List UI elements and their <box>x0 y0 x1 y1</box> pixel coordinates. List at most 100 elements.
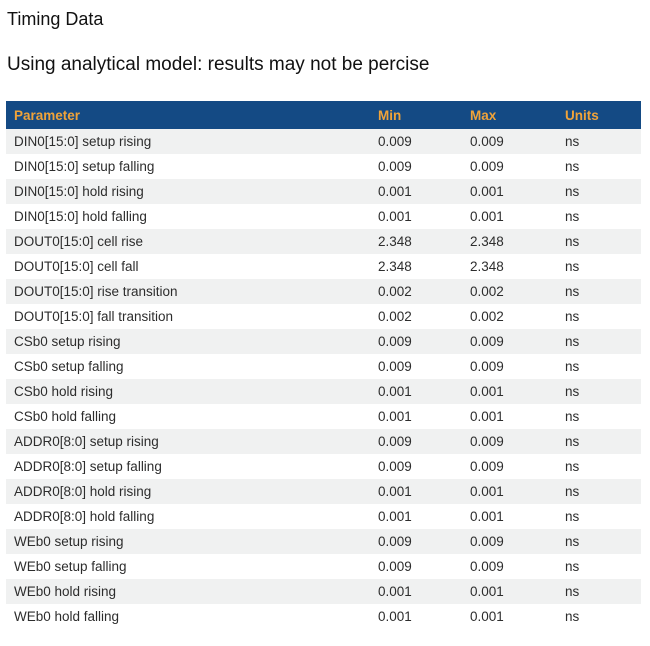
cell-parameter: ADDR0[8:0] setup falling <box>6 454 370 479</box>
cell-max: 0.002 <box>462 304 557 329</box>
table-row: CSb0 setup rising 0.009 0.009 ns <box>6 329 641 354</box>
table-row: DIN0[15:0] setup rising 0.009 0.009 ns <box>6 129 641 154</box>
table-row: ADDR0[8:0] setup falling 0.009 0.009 ns <box>6 454 641 479</box>
cell-parameter: ADDR0[8:0] hold rising <box>6 479 370 504</box>
page-title: Timing Data <box>7 9 104 29</box>
table-row: DIN0[15:0] hold falling 0.001 0.001 ns <box>6 204 641 229</box>
cell-max: 0.001 <box>462 204 557 229</box>
column-header-min: Min <box>370 101 462 129</box>
cell-parameter: CSb0 setup rising <box>6 329 370 354</box>
cell-max: 2.348 <box>462 254 557 279</box>
cell-units: ns <box>557 204 641 229</box>
cell-max: 2.348 <box>462 229 557 254</box>
cell-units: ns <box>557 254 641 279</box>
cell-units: ns <box>557 504 641 529</box>
cell-min: 0.009 <box>370 329 462 354</box>
cell-units: ns <box>557 454 641 479</box>
cell-parameter: WEb0 setup falling <box>6 554 370 579</box>
cell-max: 0.001 <box>462 479 557 504</box>
table-row: DIN0[15:0] setup falling 0.009 0.009 ns <box>6 154 641 179</box>
cell-min: 0.001 <box>370 179 462 204</box>
cell-max: 0.001 <box>462 604 557 629</box>
cell-min: 0.002 <box>370 279 462 304</box>
cell-min: 0.001 <box>370 404 462 429</box>
cell-min: 0.001 <box>370 204 462 229</box>
cell-parameter: ADDR0[8:0] hold falling <box>6 504 370 529</box>
cell-units: ns <box>557 529 641 554</box>
table-row: CSb0 setup falling 0.009 0.009 ns <box>6 354 641 379</box>
cell-parameter: DIN0[15:0] setup falling <box>6 154 370 179</box>
table-row: DOUT0[15:0] cell fall 2.348 2.348 ns <box>6 254 641 279</box>
cell-min: 0.009 <box>370 529 462 554</box>
cell-units: ns <box>557 329 641 354</box>
table-row: DOUT0[15:0] cell rise 2.348 2.348 ns <box>6 229 641 254</box>
cell-parameter: DOUT0[15:0] fall transition <box>6 304 370 329</box>
cell-max: 0.009 <box>462 329 557 354</box>
cell-units: ns <box>557 154 641 179</box>
timing-data-table: Parameter Min Max Units DIN0[15:0] setup… <box>6 101 641 629</box>
cell-min: 2.348 <box>370 229 462 254</box>
cell-min: 0.009 <box>370 454 462 479</box>
cell-parameter: CSb0 hold falling <box>6 404 370 429</box>
table-row: DIN0[15:0] hold rising 0.001 0.001 ns <box>6 179 641 204</box>
cell-units: ns <box>557 379 641 404</box>
table-header: Parameter Min Max Units <box>6 101 641 129</box>
cell-parameter: WEb0 hold falling <box>6 604 370 629</box>
table-row: WEb0 hold rising 0.001 0.001 ns <box>6 579 641 604</box>
cell-units: ns <box>557 554 641 579</box>
table-row: WEb0 hold falling 0.001 0.001 ns <box>6 604 641 629</box>
cell-max: 0.001 <box>462 404 557 429</box>
cell-parameter: WEb0 setup rising <box>6 529 370 554</box>
cell-max: 0.001 <box>462 179 557 204</box>
cell-max: 0.009 <box>462 354 557 379</box>
cell-max: 0.001 <box>462 504 557 529</box>
cell-units: ns <box>557 479 641 504</box>
cell-min: 0.009 <box>370 354 462 379</box>
table-body: DIN0[15:0] setup rising 0.009 0.009 ns D… <box>6 129 641 629</box>
cell-min: 0.001 <box>370 504 462 529</box>
column-header-max: Max <box>462 101 557 129</box>
table-row: WEb0 setup falling 0.009 0.009 ns <box>6 554 641 579</box>
cell-units: ns <box>557 129 641 154</box>
table-row: ADDR0[8:0] hold falling 0.001 0.001 ns <box>6 504 641 529</box>
column-header-parameter: Parameter <box>6 101 370 129</box>
cell-max: 0.001 <box>462 579 557 604</box>
cell-min: 0.009 <box>370 554 462 579</box>
cell-min: 0.002 <box>370 304 462 329</box>
table-row: ADDR0[8:0] hold rising 0.001 0.001 ns <box>6 479 641 504</box>
column-header-units: Units <box>557 101 641 129</box>
table-row: CSb0 hold falling 0.001 0.001 ns <box>6 404 641 429</box>
cell-parameter: ADDR0[8:0] setup rising <box>6 429 370 454</box>
table-row: ADDR0[8:0] setup rising 0.009 0.009 ns <box>6 429 641 454</box>
cell-parameter: WEb0 hold rising <box>6 579 370 604</box>
cell-min: 0.009 <box>370 429 462 454</box>
cell-units: ns <box>557 354 641 379</box>
cell-parameter: DIN0[15:0] setup rising <box>6 129 370 154</box>
cell-min: 0.001 <box>370 479 462 504</box>
cell-units: ns <box>557 229 641 254</box>
cell-parameter: DIN0[15:0] hold falling <box>6 204 370 229</box>
cell-min: 0.009 <box>370 154 462 179</box>
cell-max: 0.009 <box>462 454 557 479</box>
cell-max: 0.009 <box>462 529 557 554</box>
cell-units: ns <box>557 404 641 429</box>
cell-max: 0.009 <box>462 129 557 154</box>
cell-units: ns <box>557 179 641 204</box>
cell-parameter: DIN0[15:0] hold rising <box>6 179 370 204</box>
cell-min: 0.001 <box>370 604 462 629</box>
cell-parameter: DOUT0[15:0] rise transition <box>6 279 370 304</box>
cell-max: 0.009 <box>462 154 557 179</box>
cell-units: ns <box>557 279 641 304</box>
cell-units: ns <box>557 604 641 629</box>
cell-units: ns <box>557 429 641 454</box>
table-row: CSb0 hold rising 0.001 0.001 ns <box>6 379 641 404</box>
cell-parameter: CSb0 setup falling <box>6 354 370 379</box>
table-row: DOUT0[15:0] fall transition 0.002 0.002 … <box>6 304 641 329</box>
table-header-row: Parameter Min Max Units <box>6 101 641 129</box>
table-row: DOUT0[15:0] rise transition 0.002 0.002 … <box>6 279 641 304</box>
cell-max: 0.002 <box>462 279 557 304</box>
cell-parameter: DOUT0[15:0] cell fall <box>6 254 370 279</box>
cell-min: 0.009 <box>370 129 462 154</box>
table-row: WEb0 setup rising 0.009 0.009 ns <box>6 529 641 554</box>
report-page: Timing Data Using analytical model: resu… <box>6 9 641 629</box>
